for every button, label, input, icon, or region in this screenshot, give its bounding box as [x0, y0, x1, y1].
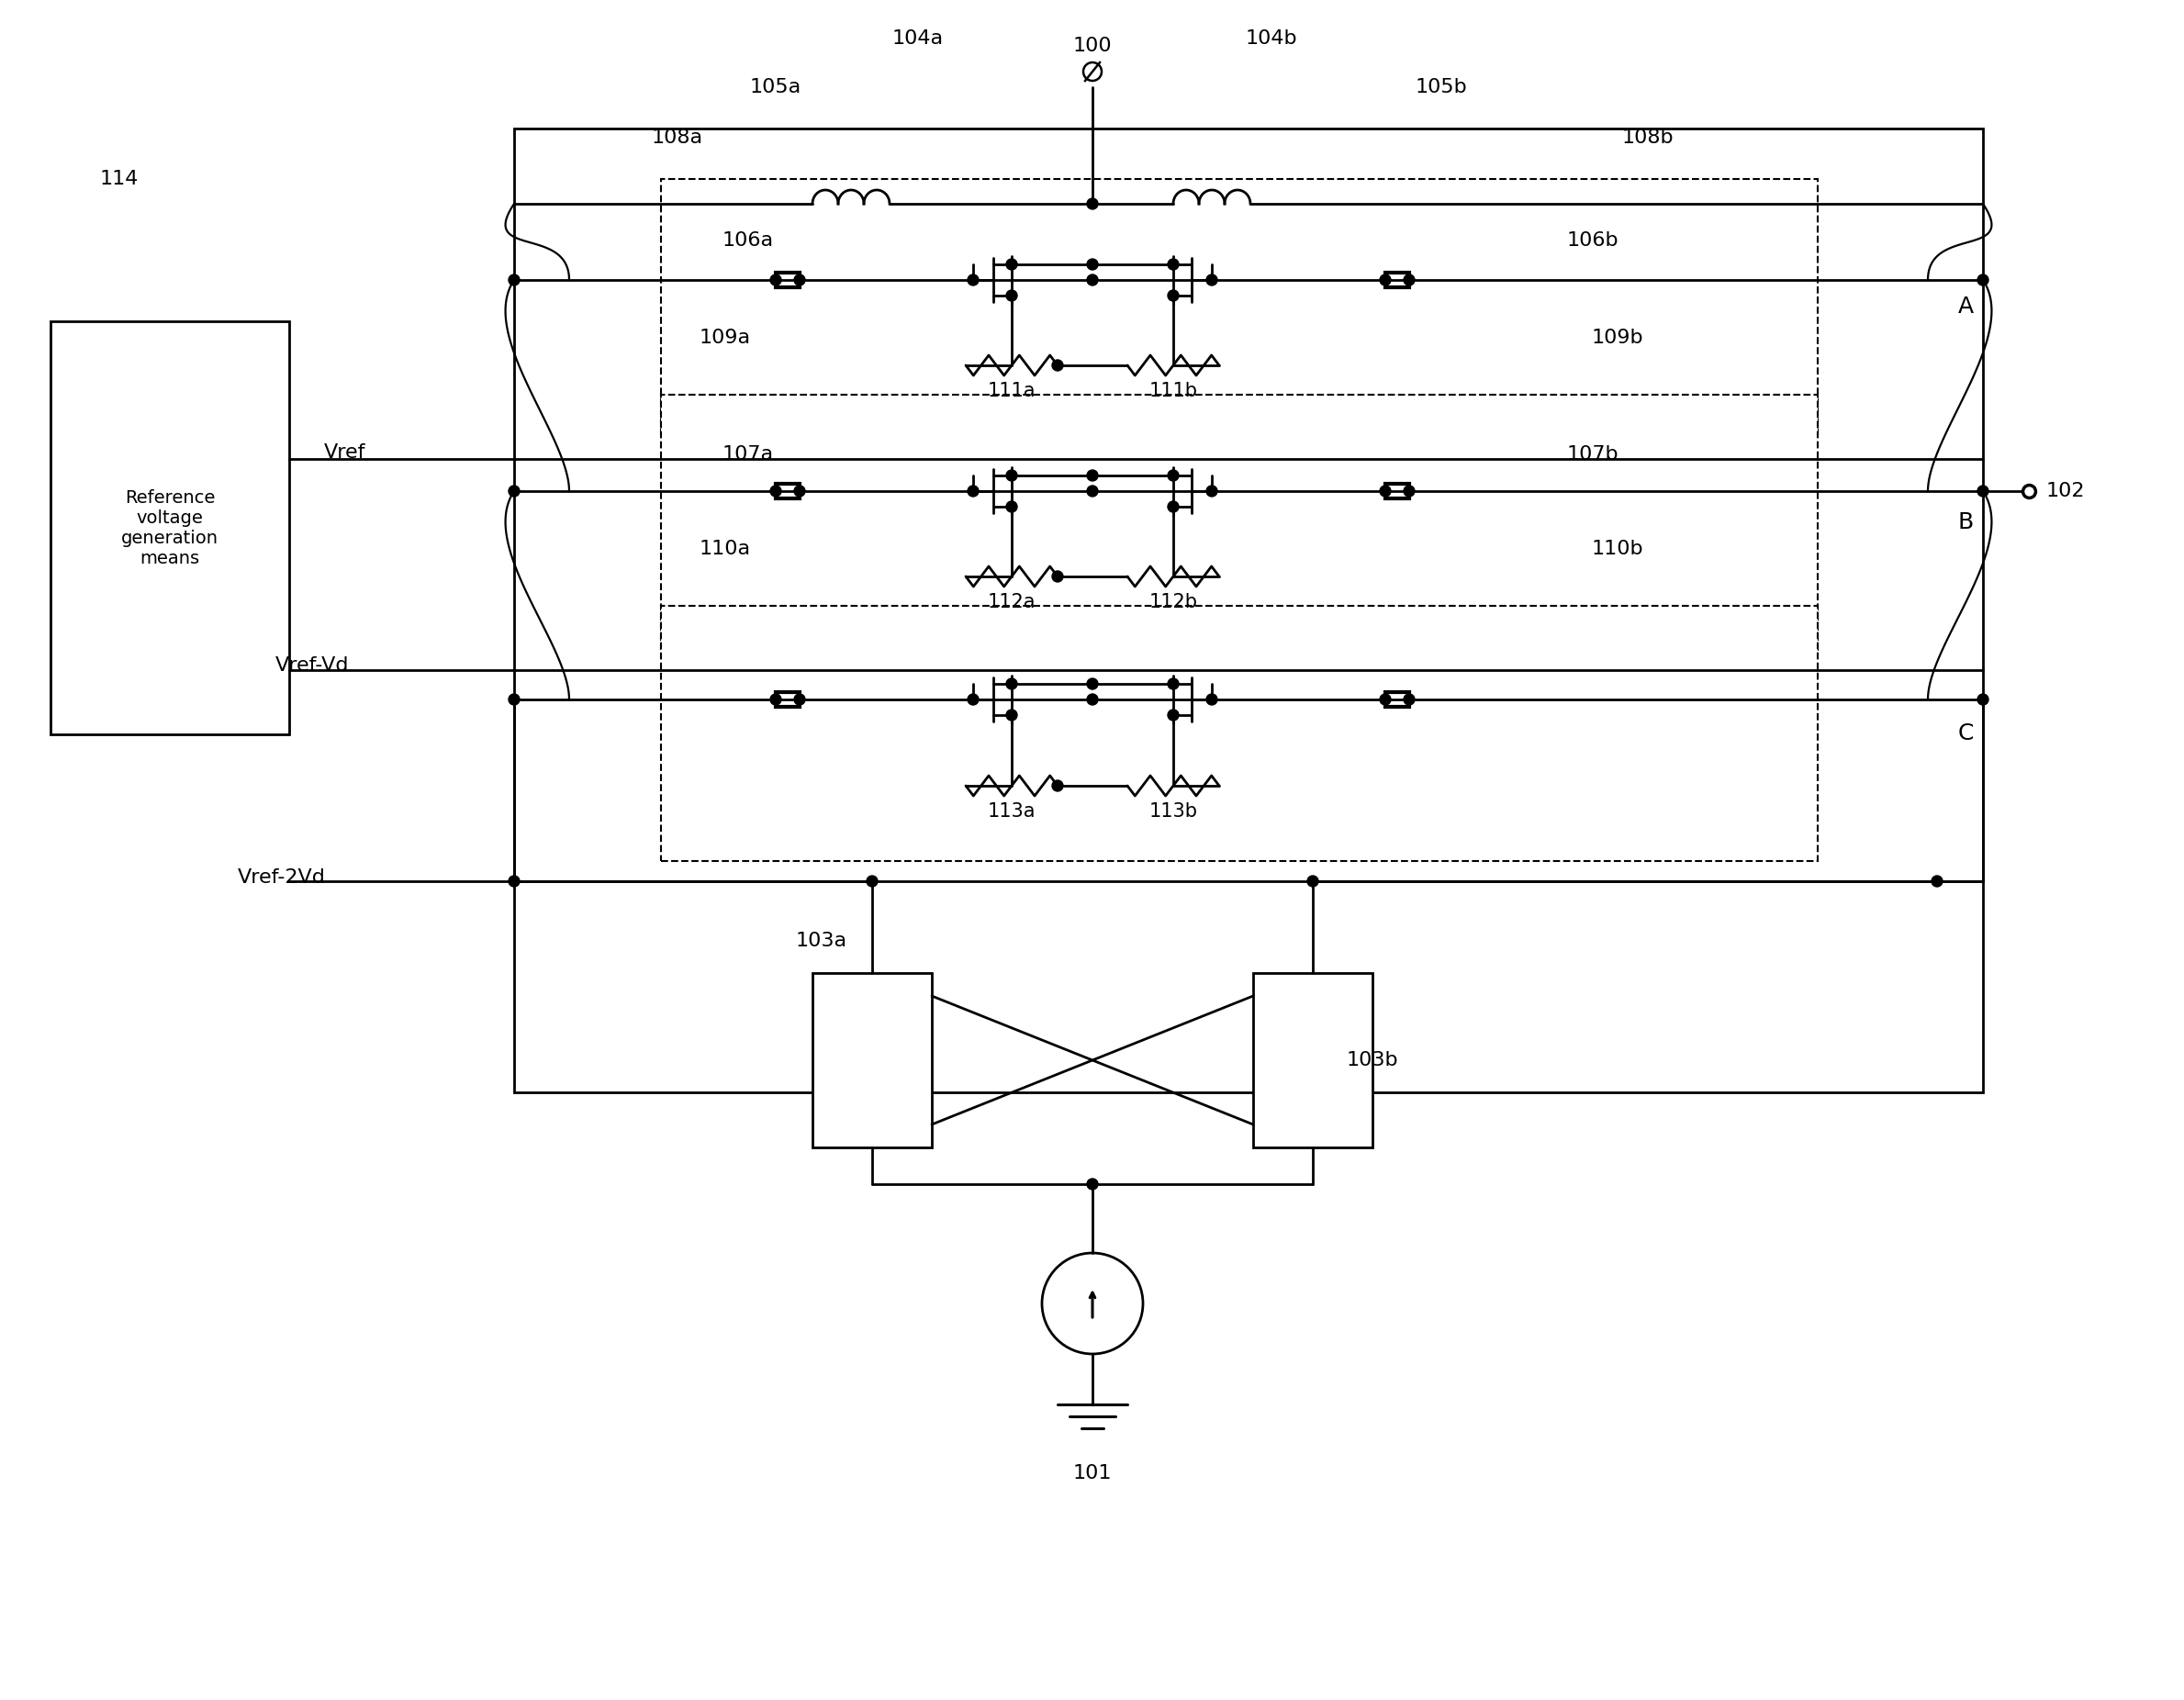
- Circle shape: [1088, 274, 1099, 286]
- Circle shape: [1977, 274, 1987, 286]
- Circle shape: [795, 694, 806, 706]
- Bar: [513, 129, 1983, 1093]
- Circle shape: [1053, 780, 1064, 790]
- Circle shape: [771, 694, 782, 706]
- Text: 102: 102: [2046, 481, 2086, 500]
- Text: Vref-Vd: Vref-Vd: [275, 656, 349, 675]
- Circle shape: [795, 274, 806, 286]
- Text: 100: 100: [1072, 37, 1112, 54]
- Text: 107b: 107b: [1566, 445, 1618, 464]
- Circle shape: [1168, 678, 1179, 690]
- Text: 103a: 103a: [795, 932, 847, 950]
- Circle shape: [968, 486, 978, 496]
- Text: 104a: 104a: [893, 29, 943, 48]
- Circle shape: [1404, 694, 1415, 706]
- Text: 106b: 106b: [1566, 231, 1618, 250]
- Circle shape: [1168, 469, 1179, 481]
- Circle shape: [795, 486, 806, 496]
- Bar: [662, 394, 1817, 649]
- Text: B: B: [1957, 512, 1974, 534]
- Circle shape: [1380, 486, 1391, 496]
- Circle shape: [1088, 258, 1099, 270]
- Text: 103b: 103b: [1348, 1051, 1398, 1069]
- Text: 113b: 113b: [1149, 802, 1197, 821]
- Text: Vref-2Vd: Vref-2Vd: [238, 869, 325, 887]
- Circle shape: [1053, 571, 1064, 581]
- Circle shape: [1007, 678, 1018, 690]
- Circle shape: [968, 274, 978, 286]
- Circle shape: [1206, 486, 1216, 496]
- Circle shape: [1308, 875, 1319, 887]
- Bar: [1254, 972, 1372, 1147]
- Text: 107a: 107a: [723, 445, 773, 464]
- Circle shape: [1404, 274, 1415, 286]
- Text: 112a: 112a: [987, 593, 1035, 612]
- Circle shape: [771, 274, 782, 286]
- Text: 109a: 109a: [699, 328, 751, 347]
- Circle shape: [509, 274, 520, 286]
- Circle shape: [771, 486, 782, 496]
- Circle shape: [1380, 274, 1391, 286]
- Circle shape: [1404, 486, 1415, 496]
- Bar: [50, 321, 288, 734]
- Text: 114: 114: [100, 170, 140, 189]
- Circle shape: [1007, 709, 1018, 721]
- Text: 108b: 108b: [1623, 129, 1673, 146]
- Text: 108a: 108a: [651, 129, 703, 146]
- Text: 110b: 110b: [1592, 539, 1645, 558]
- Circle shape: [867, 875, 878, 887]
- Circle shape: [509, 486, 520, 496]
- Text: 105a: 105a: [749, 78, 802, 97]
- Circle shape: [1088, 486, 1099, 496]
- Circle shape: [968, 694, 978, 706]
- Text: C: C: [1957, 722, 1974, 745]
- Circle shape: [1168, 501, 1179, 512]
- Text: A: A: [1959, 296, 1974, 318]
- Text: 113a: 113a: [987, 802, 1035, 821]
- Circle shape: [1931, 875, 1942, 887]
- Circle shape: [1168, 709, 1179, 721]
- Circle shape: [1206, 274, 1216, 286]
- Text: 109b: 109b: [1592, 328, 1645, 347]
- Text: 110a: 110a: [699, 539, 751, 558]
- Circle shape: [1088, 678, 1099, 690]
- Text: Reference
voltage
generation
means: Reference voltage generation means: [120, 490, 218, 566]
- Text: 101: 101: [1072, 1464, 1112, 1482]
- Circle shape: [509, 875, 520, 887]
- Text: 111a: 111a: [987, 382, 1035, 399]
- Bar: [662, 178, 1817, 434]
- Circle shape: [1007, 501, 1018, 512]
- Circle shape: [1977, 486, 1987, 496]
- Text: 111b: 111b: [1149, 382, 1197, 399]
- Circle shape: [1380, 694, 1391, 706]
- Circle shape: [1007, 258, 1018, 270]
- Text: Vref: Vref: [323, 444, 365, 462]
- Circle shape: [1088, 1178, 1099, 1190]
- Circle shape: [1007, 469, 1018, 481]
- Circle shape: [1168, 258, 1179, 270]
- Bar: [662, 605, 1817, 860]
- Circle shape: [1007, 291, 1018, 301]
- Circle shape: [1088, 199, 1099, 209]
- Circle shape: [1977, 694, 1987, 706]
- Bar: [812, 972, 933, 1147]
- Circle shape: [509, 694, 520, 706]
- Text: 104b: 104b: [1245, 29, 1297, 48]
- Text: 105b: 105b: [1415, 78, 1468, 97]
- Circle shape: [1088, 694, 1099, 706]
- Text: 106a: 106a: [723, 231, 773, 250]
- Circle shape: [1088, 469, 1099, 481]
- Circle shape: [1168, 291, 1179, 301]
- Circle shape: [1206, 694, 1216, 706]
- Circle shape: [1053, 360, 1064, 371]
- Text: 112b: 112b: [1149, 593, 1197, 612]
